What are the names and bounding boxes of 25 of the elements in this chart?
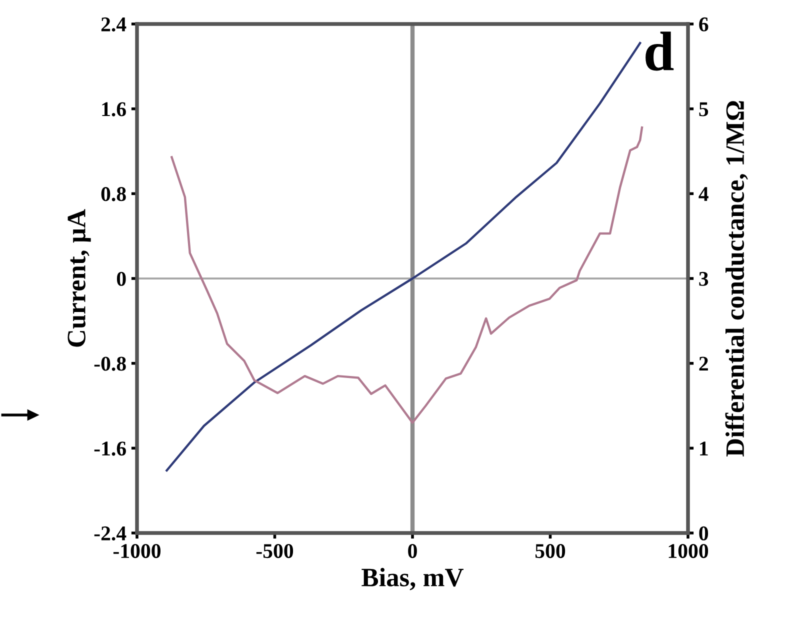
- annotation: d: [646, 32, 674, 71]
- y-tick-label: -0.8: [94, 356, 126, 371]
- y-tick-label: -2.4: [94, 526, 126, 541]
- y2-tick-label: 1: [700, 442, 708, 456]
- y2-tick-label: 4: [698, 187, 708, 201]
- y-tick-label: -1.6: [94, 442, 126, 456]
- x-tick-label: -1000: [113, 544, 161, 558]
- x-tick-label: 500: [535, 544, 566, 558]
- x-tick-label: 0: [408, 544, 417, 558]
- y-tick-label: 2.4: [101, 17, 126, 32]
- y-tick-label: 0: [116, 272, 126, 286]
- y-tick-label: 0.8: [101, 187, 126, 202]
- y2-tick-label: 2: [699, 356, 708, 371]
- y2-tick-label: 5: [699, 102, 708, 116]
- y-axis-title: Current, μA: [68, 209, 91, 347]
- y2-tick-label: 3: [699, 272, 708, 286]
- x-axis-title: Bias, mV: [362, 568, 464, 590]
- y2-axis-title: Differential conductance, 1/MΩ: [725, 101, 748, 457]
- y-tick-label: 1.6: [102, 102, 126, 116]
- x-tick-label: -500: [256, 544, 294, 558]
- line-series: [166, 42, 642, 472]
- y2-tick-label: 0: [699, 526, 708, 540]
- x-tick-label: 1000: [668, 544, 708, 558]
- line-series: [170, 126, 644, 424]
- y2-tick-label: 6: [699, 17, 708, 32]
